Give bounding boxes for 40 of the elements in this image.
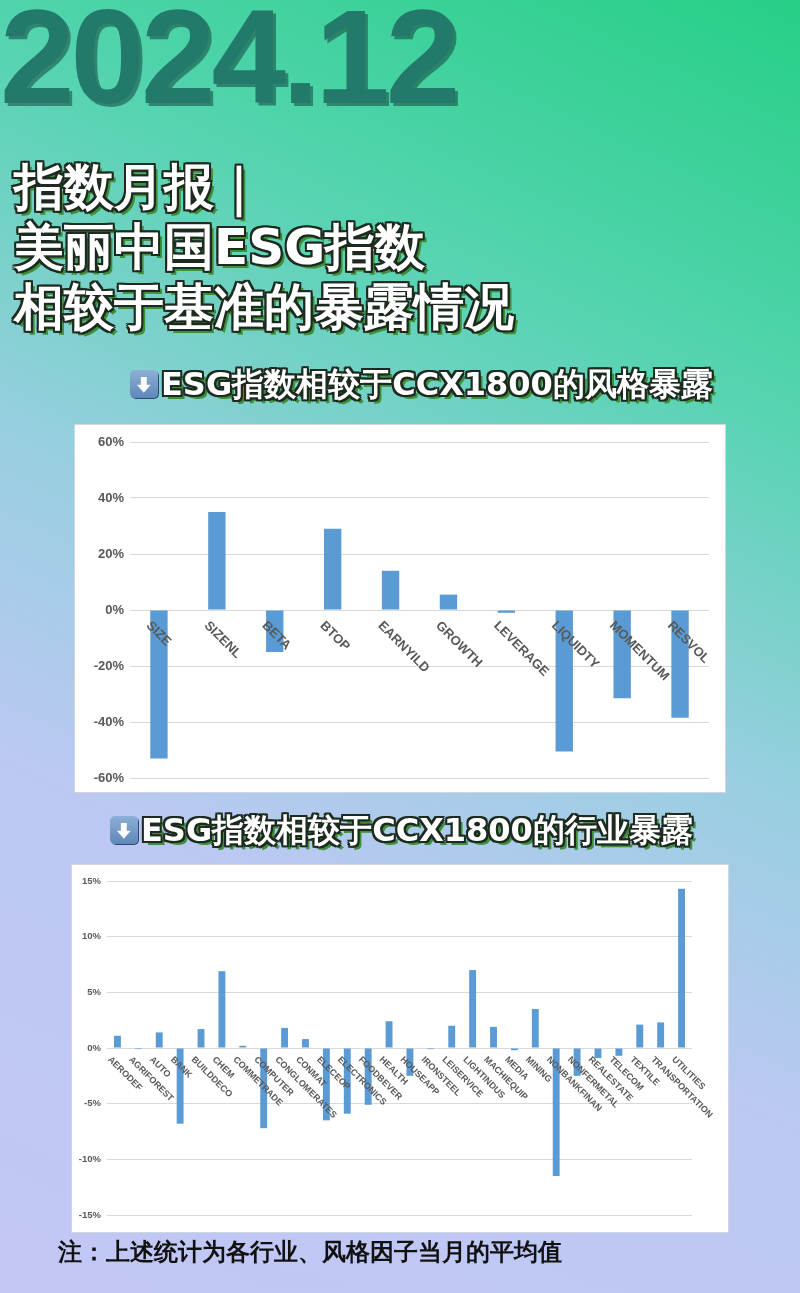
bar (657, 1022, 665, 1048)
bar (381, 570, 400, 610)
bar (448, 1025, 456, 1048)
y-tick-label: 20% (97, 545, 125, 561)
text: 2024.12 (0, 0, 457, 131)
bar (531, 1009, 539, 1048)
bar (281, 1027, 289, 1048)
y-tick-label: -60% (93, 769, 125, 785)
chart-title: ESG指数相较于CCX1800的行业暴露 (141, 811, 693, 849)
bar (218, 971, 226, 1048)
text: 注：上述统计为各行业、风格因子当月的平均值 (58, 1238, 562, 1267)
text: 美丽中国ESG指数 (14, 218, 426, 276)
bar (302, 1039, 309, 1048)
bar (469, 970, 477, 1048)
text: 指数月报｜ (14, 158, 263, 216)
y-tick-label: -20% (93, 657, 125, 673)
y-tick-label: 40% (97, 489, 125, 505)
bar (678, 888, 685, 1048)
bar (197, 1029, 205, 1048)
bar (439, 594, 458, 610)
y-tick-label: 0% (105, 601, 125, 617)
y-tick-label: -5% (84, 1097, 102, 1109)
y-tick-label: 10% (81, 930, 102, 942)
y-tick-label: 0% (87, 1041, 102, 1053)
bar (323, 528, 342, 610)
bar (490, 1026, 497, 1048)
y-tick-label: -40% (93, 713, 125, 729)
bar (114, 1035, 121, 1048)
chart-title: ESG指数相较于CCX1800的风格暴露 (161, 365, 713, 403)
y-tick-label: 5% (87, 985, 102, 997)
bar (636, 1024, 644, 1048)
y-tick-label: 60% (97, 433, 125, 449)
y-tick-label: 15% (81, 874, 102, 886)
text: 相较于基准的暴露情况 (14, 278, 514, 336)
bar (615, 1048, 623, 1056)
bar (208, 512, 226, 610)
bar (155, 1032, 163, 1048)
bar (385, 1021, 393, 1048)
y-tick-label: -10% (78, 1152, 102, 1164)
y-tick-label: -15% (78, 1208, 102, 1220)
